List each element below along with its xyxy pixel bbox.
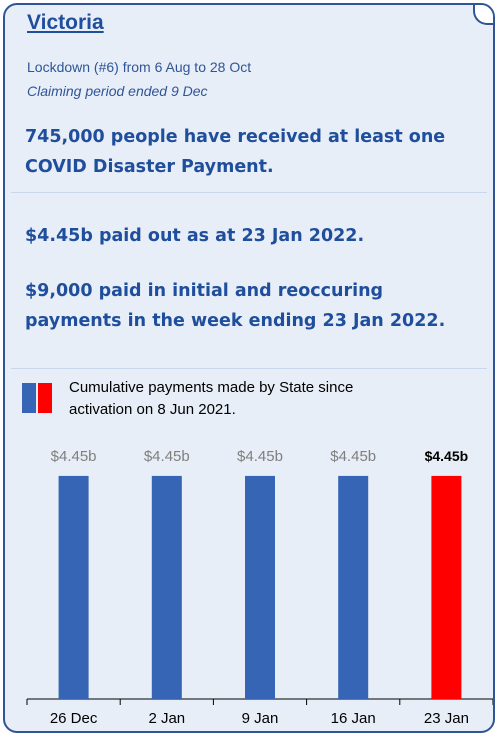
lockdown-period: Lockdown (#6) from 6 Aug to 28 Oct — [27, 59, 252, 75]
divider — [11, 192, 487, 193]
data-label: $4.45b — [425, 448, 469, 464]
weekly-paid-stat: $9,000 paid in initial and reoccuring pa… — [25, 281, 446, 331]
bar — [58, 475, 89, 699]
data-label: $4.45b — [144, 448, 190, 465]
x-tick-label: 2 Jan — [148, 710, 185, 727]
paid-out-stat: $4.45b paid out as at 23 Jan 2022. — [25, 226, 365, 246]
data-label: $4.45b — [51, 448, 97, 465]
people-received-stat: 745,000 people have received at least on… — [25, 127, 446, 177]
x-tick-label: 26 Dec — [50, 710, 98, 727]
claiming-period: Claiming period ended 9 Dec — [27, 83, 208, 99]
x-tick-label: 9 Jan — [242, 710, 279, 727]
data-label: $4.45b — [330, 448, 376, 465]
data-label: $4.45b — [237, 448, 283, 465]
state-card: Victoria Lockdown (#6) from 6 Aug to 28 … — [3, 3, 495, 733]
legend-swatch-icon — [22, 383, 52, 413]
payments-bar-chart: $4.45b 26 Dec $4.45b 2 Jan $4.45b 9 Jan $4.45b… — [26, 448, 493, 727]
legend-text: Cumulative payments made by State since … — [69, 379, 354, 418]
legend-blue-swatch — [22, 383, 36, 413]
card-corner-notch — [473, 5, 493, 25]
legend-red-swatch — [38, 383, 52, 413]
bar — [151, 475, 182, 699]
bar — [245, 475, 275, 699]
x-tick-label: 16 Jan — [331, 710, 376, 727]
bar — [338, 475, 369, 699]
bar — [431, 475, 462, 699]
state-title: Victoria — [27, 11, 104, 34]
divider — [11, 368, 487, 369]
x-tick-label: 23 Jan — [424, 710, 469, 727]
